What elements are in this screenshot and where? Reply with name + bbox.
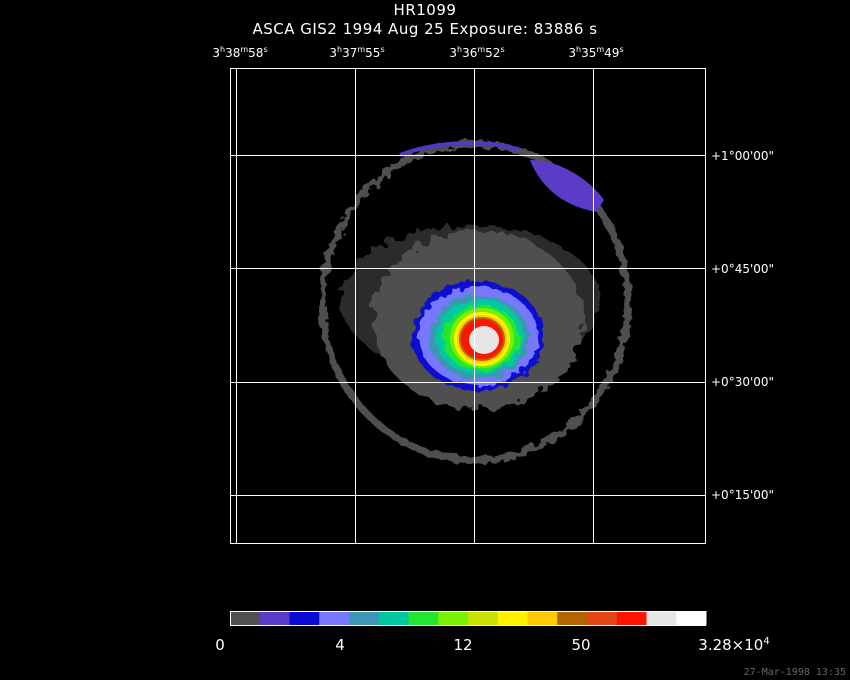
chart-title: HR1099 bbox=[393, 1, 457, 19]
colorbar-tick-label: 50 bbox=[571, 636, 591, 654]
colorbar-swatch bbox=[289, 611, 320, 625]
colorbar-swatch bbox=[468, 611, 499, 625]
colorbar-swatch bbox=[408, 611, 439, 625]
colorbar-tick-label: 12 bbox=[453, 636, 473, 654]
colorbar-swatch bbox=[527, 611, 558, 625]
colorbar-swatch bbox=[557, 611, 588, 625]
ra-tick-label: 3h37m55s bbox=[329, 45, 385, 60]
dec-tick-label: +0°30'00" bbox=[711, 375, 775, 389]
colorbar-max-label: 3.28×104 bbox=[698, 636, 770, 654]
colorbar-tick-label: 0 bbox=[215, 636, 225, 654]
colorbar-swatch bbox=[676, 611, 707, 625]
dec-tick-label: +0°45'00" bbox=[711, 262, 775, 276]
colorbar-swatch bbox=[230, 611, 261, 625]
colorbar-swatch bbox=[616, 611, 647, 625]
coordinate-grid bbox=[230, 68, 706, 544]
ra-tick-label: 3h38m58s bbox=[212, 45, 268, 60]
plot-frame bbox=[230, 68, 706, 544]
colorbar-swatch bbox=[438, 611, 469, 625]
ra-tick-label: 3h36m52s bbox=[449, 45, 505, 60]
colorbar-swatch bbox=[497, 611, 528, 625]
colorbar-swatch bbox=[587, 611, 618, 625]
colorbar-swatch bbox=[259, 611, 290, 625]
chart-subtitle: ASCA GIS2 1994 Aug 25 Exposure: 83886 s bbox=[252, 20, 598, 38]
colorbar-swatch bbox=[349, 611, 380, 625]
ring-arc-blue bbox=[399, 141, 521, 157]
ra-tick-label: 3h35m49s bbox=[568, 45, 624, 60]
calibration-source-region bbox=[530, 160, 604, 212]
colorbar-frame bbox=[230, 611, 706, 626]
dec-tick-label: +0°15'00" bbox=[711, 488, 775, 502]
timestamp: 27-Mar-1998 13:35 bbox=[743, 667, 846, 678]
colorbar-swatch bbox=[319, 611, 350, 625]
colorbar-swatch bbox=[378, 611, 409, 625]
colorbar bbox=[230, 611, 707, 625]
level-core bbox=[469, 326, 499, 354]
dec-tick-label: +1°00'00" bbox=[711, 149, 775, 163]
colorbar-tick-label: 4 bbox=[335, 636, 345, 654]
colorbar-swatch bbox=[646, 611, 677, 625]
